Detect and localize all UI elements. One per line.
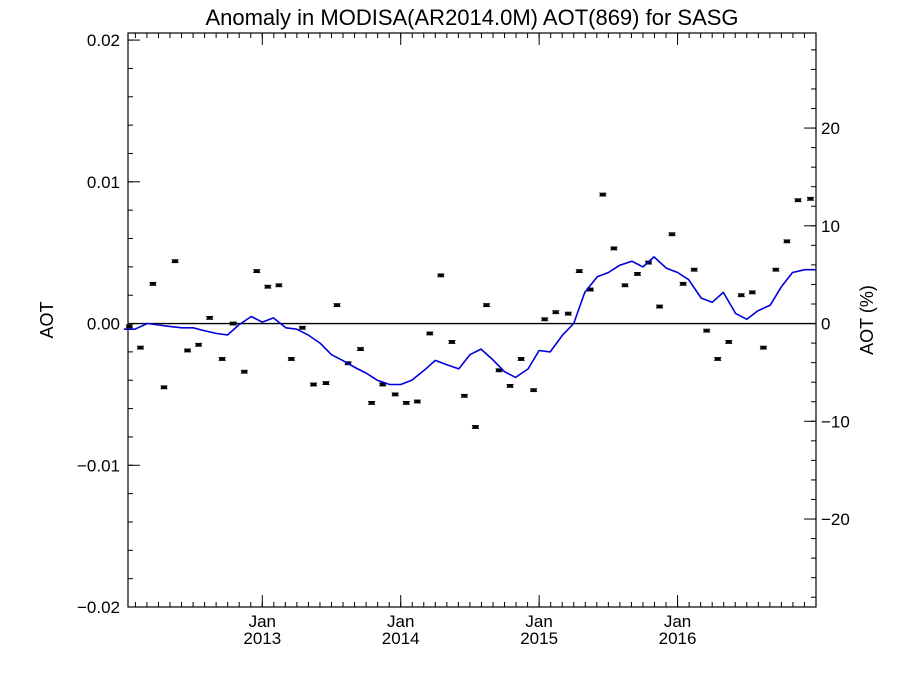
data-point — [783, 239, 791, 244]
data-point — [357, 347, 365, 351]
data-point — [679, 281, 687, 286]
data-point — [309, 382, 317, 387]
y-axis-label: AOT — [37, 301, 57, 338]
y-tick-label: 0.00 — [87, 315, 120, 334]
data-point — [218, 357, 226, 361]
data-point — [229, 321, 237, 326]
data-point — [379, 382, 387, 387]
y-tick-label: −0.02 — [77, 598, 120, 617]
y2-tick-label: 0 — [821, 315, 830, 334]
data-point — [368, 400, 376, 405]
data-point — [725, 340, 733, 344]
data-point — [668, 232, 676, 237]
data-point — [160, 385, 168, 390]
x-tick-label-month: Jan — [249, 612, 276, 631]
data-point — [552, 310, 560, 315]
data-point — [264, 284, 272, 289]
data-point — [530, 388, 538, 393]
data-point — [506, 383, 514, 388]
y-tick-label: 0.02 — [87, 31, 120, 50]
data-point — [471, 425, 479, 429]
axes: 0.020.010.00−0.01−0.0220100−10−20Jan2013… — [77, 31, 850, 648]
data-point — [426, 331, 434, 336]
x-tick-label-year: 2013 — [243, 629, 281, 648]
y2-tick-label: −10 — [821, 412, 850, 431]
data-point — [564, 311, 572, 316]
data-point — [253, 269, 261, 274]
x-tick-label-year: 2014 — [382, 629, 420, 648]
x-tick-label-month: Jan — [387, 612, 414, 631]
data-point — [437, 273, 445, 278]
data-point — [333, 303, 341, 308]
data-point — [287, 357, 295, 361]
data-point — [517, 357, 525, 361]
data-point — [171, 259, 179, 264]
data-point — [298, 325, 306, 330]
data-point — [714, 357, 722, 361]
data-point — [149, 281, 157, 286]
data-point — [610, 246, 618, 251]
data-point — [460, 393, 468, 398]
data-point — [599, 192, 607, 197]
data-point — [136, 345, 144, 350]
data-point — [541, 317, 549, 322]
data-point — [275, 283, 283, 288]
data-point — [240, 369, 248, 374]
chart-title: Anomaly in MODISA(AR2014.0M) AOT(869) fo… — [205, 5, 738, 30]
data-point — [391, 392, 399, 397]
data-point — [759, 345, 767, 350]
data-point — [806, 196, 814, 201]
y-tick-label: 0.01 — [87, 173, 120, 192]
data-point — [413, 399, 421, 404]
x-tick-label-month: Jan — [664, 612, 691, 631]
data-point — [772, 267, 780, 272]
data-point — [125, 324, 133, 329]
data-point — [448, 340, 456, 344]
y-tick-label: −0.01 — [77, 456, 120, 475]
data-point — [794, 198, 802, 203]
x-tick-label-year: 2016 — [659, 629, 697, 648]
data-point — [206, 315, 214, 320]
y2-tick-label: −20 — [821, 510, 850, 529]
y2-tick-label: 10 — [821, 217, 840, 236]
plot-frame — [127, 32, 817, 608]
data-point — [633, 272, 641, 276]
y2-axis-label: AOT (%) — [857, 285, 877, 355]
data-point — [575, 269, 583, 274]
x-tick-label-year: 2015 — [520, 629, 558, 648]
data-point — [195, 342, 203, 347]
data-point — [690, 267, 698, 272]
data-point — [184, 348, 192, 353]
data-point — [748, 290, 756, 295]
y2-tick-label: 20 — [821, 119, 840, 138]
line-layer — [123, 256, 816, 386]
data-point — [737, 293, 745, 298]
data-point — [322, 381, 330, 385]
data-point — [621, 283, 629, 288]
data-point — [483, 303, 491, 308]
data-point — [703, 328, 711, 333]
data-point — [402, 400, 410, 405]
data-point — [656, 304, 664, 309]
points-layer — [125, 192, 814, 429]
x-tick-label-month: Jan — [525, 612, 552, 631]
series-line — [123, 256, 816, 386]
